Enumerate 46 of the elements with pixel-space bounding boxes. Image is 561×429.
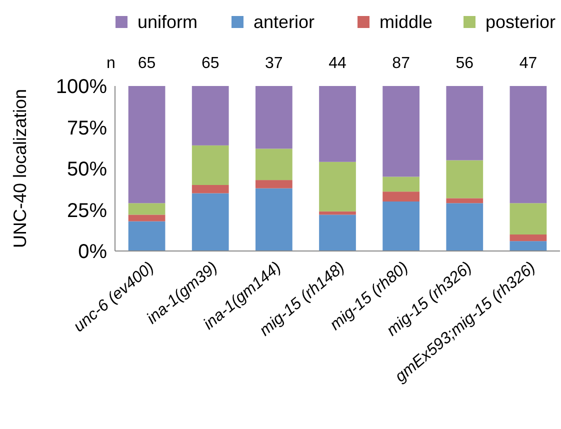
y-tick-label: 50% [66, 158, 108, 180]
bar [510, 241, 547, 251]
text: 87 [392, 55, 410, 72]
y-tick-label: 75% [66, 117, 108, 140]
text: n [106, 55, 116, 72]
text: 65 [138, 55, 156, 72]
bar [446, 198, 484, 204]
text: 37 [265, 55, 283, 72]
text: 47 [519, 55, 538, 72]
bar [510, 203, 547, 234]
y-tick-label: 0% [78, 241, 108, 263]
legend-label: anterior [254, 12, 315, 32]
bar [319, 211, 356, 215]
y-tick-label: 100% [56, 76, 108, 98]
bar [255, 180, 292, 188]
bar [510, 234, 547, 242]
legend-label: middle [380, 12, 433, 32]
y-axis-title: UNC-40 localization [10, 88, 30, 248]
bar [446, 86, 484, 160]
bar [128, 214, 166, 222]
bar [192, 145, 229, 185]
bar [319, 162, 356, 212]
bar [128, 203, 166, 215]
bar [255, 148, 292, 180]
text: 56 [456, 55, 474, 72]
y-tick-label: 25% [66, 200, 108, 222]
bar [319, 214, 356, 251]
legend-label: posterior [486, 12, 556, 32]
bar [446, 203, 484, 251]
legend-label: uniform [138, 12, 198, 32]
bar [192, 193, 229, 251]
bar [510, 86, 547, 204]
bar [128, 221, 166, 251]
text: 65 [201, 55, 220, 72]
bar [382, 192, 420, 202]
bar [192, 86, 229, 146]
bar [382, 202, 420, 251]
bar [446, 160, 484, 198]
bar [319, 86, 356, 162]
bar [255, 86, 292, 149]
bar [382, 176, 420, 192]
bar [192, 185, 229, 194]
bar [382, 86, 420, 177]
bar [255, 188, 292, 251]
bar [128, 86, 166, 204]
text: 44 [328, 55, 346, 72]
